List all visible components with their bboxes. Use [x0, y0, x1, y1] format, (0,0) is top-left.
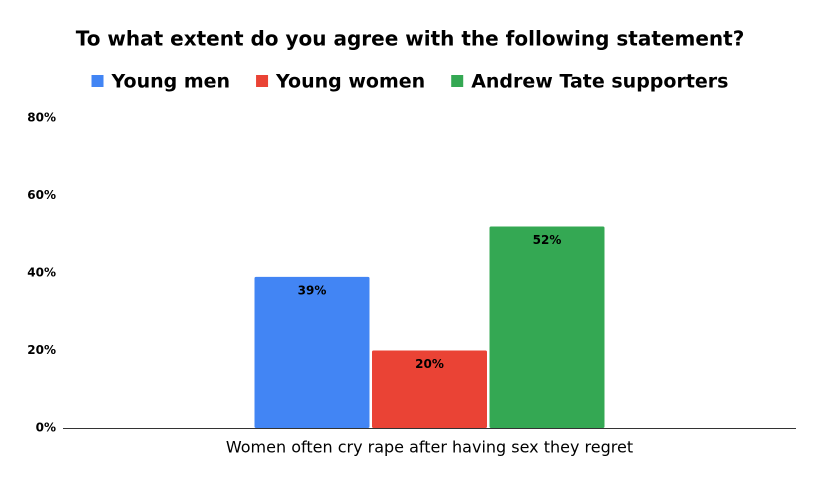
chart-title: To what extent do you agree with the fol…: [76, 27, 745, 51]
bar: [489, 226, 605, 428]
y-tick-label: 0%: [36, 421, 56, 435]
y-tick-label: 80%: [27, 111, 56, 125]
legend-swatch: [451, 75, 464, 87]
y-tick-label: 40%: [27, 266, 56, 280]
legend-swatch: [91, 75, 104, 87]
legend-swatch: [256, 75, 269, 87]
bar: [372, 350, 487, 428]
value-label: 20%: [415, 357, 444, 371]
x-tick-label: Women often cry rape after having sex th…: [226, 438, 633, 457]
value-label: 39%: [298, 283, 327, 297]
bar: [254, 276, 370, 428]
y-tick-label: 60%: [27, 188, 56, 202]
legend-label: Young women: [275, 71, 425, 93]
legend-label: Andrew Tate supporters: [471, 71, 728, 93]
value-label: 52%: [533, 233, 562, 247]
y-tick-label: 20%: [27, 343, 56, 357]
legend-label: Young men: [111, 71, 231, 93]
